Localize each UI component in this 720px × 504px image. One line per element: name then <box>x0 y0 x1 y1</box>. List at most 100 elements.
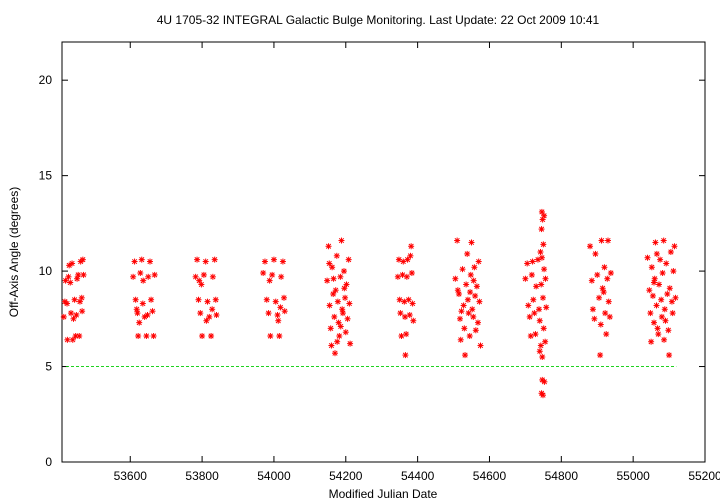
data-point <box>326 302 333 309</box>
data-point <box>336 333 343 339</box>
data-point <box>606 313 613 320</box>
data-point <box>76 333 83 339</box>
data-point <box>603 331 610 338</box>
data-point <box>334 338 341 345</box>
data-point <box>347 340 354 347</box>
data-point <box>334 298 341 305</box>
data-point <box>149 308 156 315</box>
data-point <box>536 306 543 313</box>
data-point <box>522 275 529 282</box>
data-point <box>670 268 677 275</box>
x-tick-label: 55200 <box>688 469 720 483</box>
data-point <box>150 333 157 339</box>
data-point <box>658 296 665 303</box>
data-point <box>261 258 268 265</box>
data-point <box>272 298 279 305</box>
data-point <box>457 315 464 322</box>
data-point <box>472 327 479 334</box>
data-point <box>342 294 349 301</box>
y-tick-label: 20 <box>39 73 53 87</box>
data-point <box>403 331 410 338</box>
data-point <box>342 329 349 336</box>
data-point <box>661 306 668 313</box>
data-point <box>337 273 344 280</box>
data-point <box>340 268 347 275</box>
data-point <box>587 243 594 250</box>
data-point <box>457 336 464 343</box>
data-point <box>79 256 86 263</box>
data-point <box>327 325 334 332</box>
data-point <box>672 294 679 301</box>
data-point <box>667 249 674 255</box>
data-point <box>598 237 605 244</box>
data-point <box>339 306 346 313</box>
data-point <box>458 308 465 315</box>
data-point <box>343 281 350 288</box>
data-point <box>64 300 71 307</box>
data-point <box>209 306 216 313</box>
data-point <box>592 250 599 257</box>
data-point <box>529 258 536 265</box>
data-point <box>471 264 478 271</box>
data-point <box>477 342 484 349</box>
data-point <box>651 275 658 282</box>
data-point <box>653 250 660 257</box>
data-point <box>329 264 336 271</box>
y-tick-label: 10 <box>39 264 53 278</box>
data-point <box>538 226 545 233</box>
x-tick-label: 55000 <box>616 469 650 483</box>
data-point <box>649 292 656 299</box>
data-point <box>338 237 345 244</box>
data-point <box>137 270 144 276</box>
data-point <box>659 270 666 276</box>
data-point <box>202 258 209 265</box>
data-point <box>70 315 77 322</box>
data-point <box>326 260 333 267</box>
data-point <box>402 313 409 320</box>
data-point <box>332 287 339 294</box>
data-point <box>464 250 471 257</box>
x-tick-label: 54800 <box>545 469 579 483</box>
data-point <box>597 352 604 359</box>
data-point <box>536 317 543 324</box>
data-point <box>345 256 352 263</box>
data-point <box>527 333 534 339</box>
data-point <box>195 296 202 303</box>
data-point <box>266 277 273 284</box>
data-point <box>646 287 653 294</box>
data-point <box>655 331 662 338</box>
data-point <box>464 296 471 303</box>
data-point <box>538 208 545 215</box>
data-point <box>474 319 481 326</box>
data-point <box>661 336 668 343</box>
data-point <box>133 306 140 313</box>
data-point <box>213 312 220 318</box>
data-point <box>542 338 549 345</box>
data-point <box>212 296 219 303</box>
data-point <box>396 296 403 303</box>
x-tick-label: 53600 <box>114 469 148 483</box>
data-point <box>143 333 150 339</box>
data-point <box>138 256 145 263</box>
data-point <box>398 333 405 339</box>
data-point <box>135 333 142 339</box>
data-point <box>148 296 155 303</box>
data-point <box>332 350 339 357</box>
data-point <box>653 302 660 309</box>
data-point <box>402 352 409 359</box>
data-point <box>540 241 547 248</box>
data-point <box>470 277 477 284</box>
data-point <box>408 270 415 276</box>
data-point <box>204 298 211 305</box>
data-point <box>335 319 342 326</box>
data-point <box>196 277 203 284</box>
data-point <box>405 296 412 303</box>
x-tick-label: 54400 <box>401 469 435 483</box>
data-point <box>648 264 655 271</box>
data-point <box>71 296 78 303</box>
data-point <box>599 285 606 292</box>
data-point <box>533 283 540 290</box>
data-point <box>136 319 143 326</box>
data-point <box>346 300 353 307</box>
data-point <box>341 285 348 292</box>
